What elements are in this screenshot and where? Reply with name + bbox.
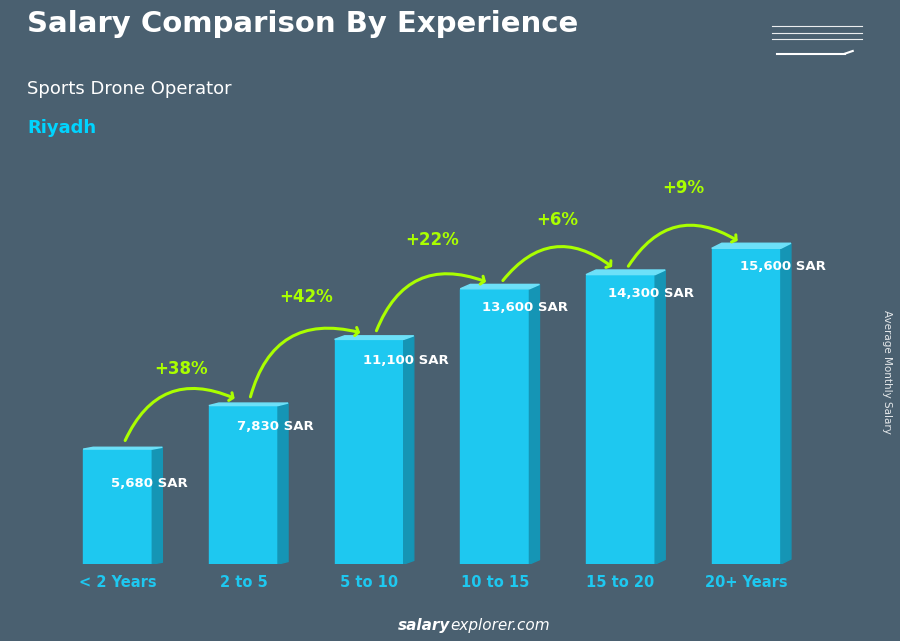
Polygon shape (712, 243, 791, 248)
Text: +9%: +9% (662, 179, 705, 197)
Polygon shape (83, 447, 162, 449)
Text: +42%: +42% (279, 288, 333, 306)
Polygon shape (209, 406, 278, 564)
Polygon shape (278, 403, 288, 564)
Text: explorer.com: explorer.com (450, 619, 550, 633)
Text: +6%: +6% (536, 211, 579, 229)
Text: Average Monthly Salary: Average Monthly Salary (881, 310, 892, 434)
Text: Riyadh: Riyadh (27, 119, 96, 137)
Text: 14,300 SAR: 14,300 SAR (608, 287, 694, 300)
Polygon shape (655, 270, 665, 564)
Polygon shape (404, 336, 414, 564)
Text: 13,600 SAR: 13,600 SAR (482, 301, 568, 314)
Text: +38%: +38% (154, 360, 207, 378)
Polygon shape (781, 243, 791, 564)
Polygon shape (83, 449, 152, 564)
Polygon shape (529, 285, 539, 564)
Text: 11,100 SAR: 11,100 SAR (363, 354, 448, 367)
Polygon shape (335, 336, 414, 339)
Polygon shape (152, 447, 162, 564)
Polygon shape (712, 248, 781, 564)
Text: 7,830 SAR: 7,830 SAR (237, 420, 314, 433)
Text: +22%: +22% (405, 231, 459, 249)
Polygon shape (586, 270, 665, 274)
Polygon shape (335, 339, 404, 564)
Polygon shape (209, 403, 288, 406)
Text: salary: salary (398, 619, 450, 633)
Text: Salary Comparison By Experience: Salary Comparison By Experience (27, 10, 578, 38)
Polygon shape (460, 289, 529, 564)
Text: Sports Drone Operator: Sports Drone Operator (27, 80, 231, 98)
Polygon shape (586, 274, 655, 564)
Text: 15,600 SAR: 15,600 SAR (740, 260, 826, 274)
Polygon shape (460, 285, 539, 289)
Text: 5,680 SAR: 5,680 SAR (112, 478, 188, 490)
